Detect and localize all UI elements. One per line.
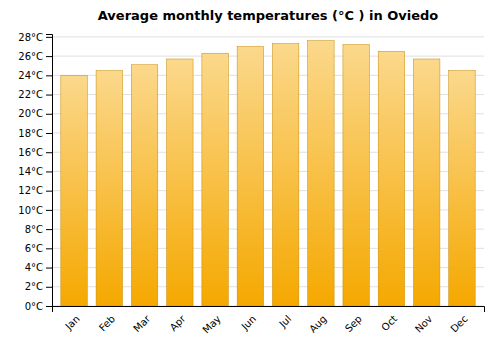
tick-label: 10°C xyxy=(18,205,43,216)
title: Average monthly temperatures (°C ) in Ov… xyxy=(98,8,439,23)
tick: 16°C xyxy=(18,147,52,158)
tick: May xyxy=(200,313,222,335)
tick-label: 14°C xyxy=(18,166,43,177)
tick-label: Feb xyxy=(97,313,117,333)
tick-mark xyxy=(46,37,52,38)
bar xyxy=(272,44,298,306)
tick-mark xyxy=(46,171,52,172)
tick-mark xyxy=(46,152,52,153)
tick-label: 6°C xyxy=(25,243,43,254)
tick-label: 26°C xyxy=(18,51,43,62)
tick: Feb xyxy=(97,313,117,333)
tick-label: Jun xyxy=(239,313,259,333)
tick-label: 20°C xyxy=(18,108,43,119)
tick-label: 0°C xyxy=(25,301,43,312)
bar xyxy=(131,65,157,306)
tick: 20°C xyxy=(18,108,52,119)
bar xyxy=(449,71,475,306)
tick: 14°C xyxy=(18,166,52,177)
tick-mark xyxy=(46,133,52,134)
tick: Jan xyxy=(62,313,81,332)
tick-mark xyxy=(46,287,52,288)
tick: Jul xyxy=(276,313,293,330)
y-axis: 0°C 2°C 4°C 6°C 8°C 10°C 12°C 14°C 16°C 18°C 20°C 2… xyxy=(18,32,52,312)
tick: 2°C xyxy=(25,281,52,292)
tick-label: 24°C xyxy=(18,70,43,81)
bar xyxy=(308,41,334,306)
tick-label: Mar xyxy=(131,312,153,334)
tick-mark xyxy=(46,268,52,269)
tick-mark xyxy=(46,56,52,57)
bar xyxy=(61,75,87,306)
bar xyxy=(378,51,404,306)
grid xyxy=(52,37,484,306)
axis-line xyxy=(46,35,53,307)
tick: 18°C xyxy=(18,128,52,139)
tick-mark xyxy=(46,306,52,307)
tick-mark xyxy=(46,229,52,230)
tick-label: 12°C xyxy=(18,185,43,196)
tick: Nov xyxy=(413,313,435,335)
bar xyxy=(343,45,369,306)
tick: Oct xyxy=(379,313,399,333)
chart: 0°C 2°C 4°C 6°C 8°C 10°C 12°C 14°C 16°C 18°C 20°C 2… xyxy=(0,0,500,350)
bar xyxy=(202,53,228,306)
tick-label: Dec xyxy=(448,313,469,334)
tick: Dec xyxy=(448,313,469,334)
bar xyxy=(237,46,263,306)
x-axis: Jan Feb Mar Apr May Jun Jul Aug Sep Oct Nov Dec xyxy=(53,307,485,336)
tick: 6°C xyxy=(25,243,52,254)
tick-label: 2°C xyxy=(25,281,43,292)
bars xyxy=(61,41,475,306)
tick: 10°C xyxy=(18,205,52,216)
tick: Apr xyxy=(168,312,189,333)
tick: 8°C xyxy=(25,224,52,235)
tick-mark xyxy=(46,248,52,249)
tick-label: 22°C xyxy=(18,89,43,100)
tick: 12°C xyxy=(18,185,52,196)
bar xyxy=(167,59,193,306)
tick-label: 18°C xyxy=(18,128,43,139)
grid-line xyxy=(52,56,484,57)
bar xyxy=(413,59,439,306)
tick-mark xyxy=(46,114,52,115)
axis-line xyxy=(53,307,485,313)
tick-label: Apr xyxy=(168,312,189,333)
tick: 26°C xyxy=(18,51,52,62)
tick-mark xyxy=(46,191,52,192)
tick-label: Oct xyxy=(379,313,399,333)
tick-label: Jan xyxy=(62,313,81,332)
tick-mark xyxy=(46,95,52,96)
tick: 0°C xyxy=(25,301,52,312)
tick-label: Nov xyxy=(413,313,435,335)
tick-label: Jul xyxy=(276,313,293,330)
tick-label: May xyxy=(200,313,222,335)
grid-line xyxy=(52,36,484,37)
tick: Mar xyxy=(131,312,153,334)
tick-label: 16°C xyxy=(18,147,43,158)
tick-label: 8°C xyxy=(25,224,43,235)
tick: Jun xyxy=(239,313,259,333)
tick: 24°C xyxy=(18,70,52,81)
tick-mark xyxy=(46,210,52,211)
tick-label: Aug xyxy=(307,313,329,335)
tick: Aug xyxy=(307,313,329,335)
tick: 22°C xyxy=(18,89,52,100)
tick-label: 28°C xyxy=(18,32,43,43)
tick: Sep xyxy=(343,313,364,334)
tick: 4°C xyxy=(25,262,52,273)
bar xyxy=(96,71,122,306)
tick-label: Sep xyxy=(343,313,364,334)
tick-label: 4°C xyxy=(25,262,43,273)
tick-mark xyxy=(46,75,52,76)
tick: 28°C xyxy=(18,32,52,43)
